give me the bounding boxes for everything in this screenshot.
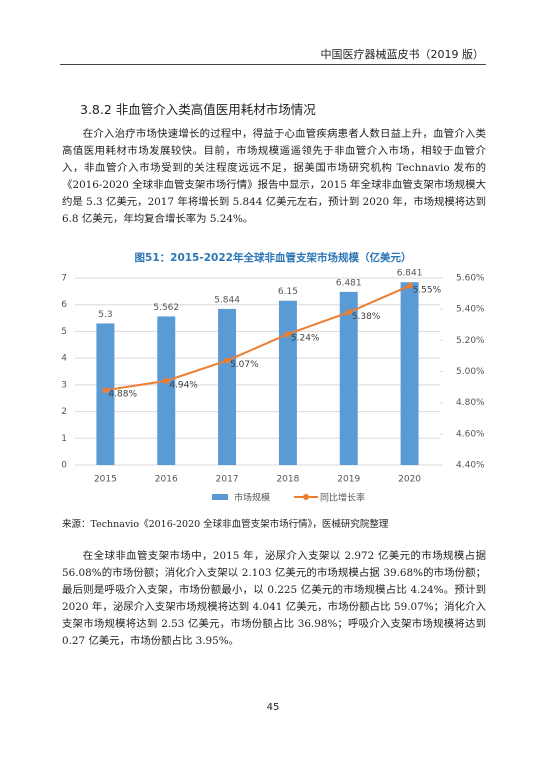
paragraph: 在全球非血管支架市场中，2015 年，泌尿介入支架以 2.972 亿美元的市场规… [62, 550, 486, 647]
x-tick-label: 2019 [337, 475, 360, 485]
y-tick-label: 1 [61, 434, 67, 444]
header-rule [60, 64, 486, 65]
chart: 图51：2015-2022年全球非血管支架市场规模（亿美元） 0 1 2 3 4 5 6 7 4… [61, 251, 485, 504]
y2-tick-label: 5.40% [456, 305, 485, 315]
y-tick-label: 2 [61, 407, 67, 417]
legend-label: 市场规模 [234, 492, 270, 504]
x-tick-label: 2020 [398, 475, 421, 485]
legend-label: 同比增长率 [320, 492, 365, 504]
legend-swatch [303, 494, 310, 500]
y2-tick-label: 4.60% [456, 429, 485, 439]
bar [96, 323, 115, 465]
y2-tick-label: 5.00% [456, 367, 485, 377]
bar-value-label: 6.15 [278, 287, 298, 297]
y2-tick-label: 5.60% [456, 274, 485, 284]
bar [400, 282, 419, 465]
y2-tick-label: 4.80% [456, 398, 485, 408]
line-value-label: 5.38% [352, 312, 381, 322]
paragraph: 在介入治疗市场快速增长的过程中，得益于心血管疾病患者人数日益上升，血管介入类高值… [62, 128, 486, 225]
bar-value-label: 6.481 [336, 278, 362, 288]
bar [157, 316, 176, 465]
y-tick-label: 4 [61, 354, 67, 364]
line-marker [406, 282, 413, 289]
line-value-label: 4.94% [169, 380, 198, 390]
bar-value-label: 5.562 [153, 303, 179, 313]
page-header: 中国医疗器械蓝皮书（2019 版） [320, 48, 485, 61]
line-marker [163, 377, 170, 384]
bar [218, 308, 237, 465]
bar [278, 300, 297, 465]
x-tick-label: 2015 [94, 475, 117, 485]
legend-swatch [212, 494, 228, 500]
source-note: 来源：Technavio《2016-2020 全球非血管支架市场行情》，医械研究… [62, 519, 389, 530]
line-value-label: 5.24% [291, 334, 320, 344]
y2-tick-label: 5.20% [456, 336, 485, 346]
y-tick-label: 7 [61, 274, 67, 284]
line-marker [284, 331, 291, 338]
chart-title: 图51：2015-2022年全球非血管支架市场规模（亿美元） [135, 251, 412, 264]
line-marker [102, 387, 109, 394]
line-marker [224, 357, 231, 364]
bar-value-label: 6.841 [397, 269, 423, 279]
page-number: 45 [266, 702, 280, 713]
line-value-label: 4.88% [108, 390, 137, 400]
bar [339, 291, 358, 465]
line-marker [345, 309, 352, 316]
y-tick-label: 5 [61, 327, 67, 337]
y-tick-label: 3 [61, 380, 67, 390]
line-value-label: 5.55% [413, 285, 442, 295]
x-tick-label: 2018 [276, 475, 299, 485]
y-tick-label: 6 [61, 300, 67, 310]
section-title: 3.8.2 非血管介入类高值医用耗材市场情况 [80, 102, 316, 117]
x-tick-label: 2017 [216, 475, 239, 485]
bar-value-label: 5.844 [214, 295, 240, 305]
y-tick-label: 0 [61, 461, 67, 471]
line [105, 284, 410, 392]
y2-tick-label: 4.40% [456, 461, 485, 471]
x-tick-label: 2016 [155, 475, 178, 485]
line-value-label: 5.07% [230, 360, 259, 370]
bar-value-label: 5.3 [98, 310, 112, 320]
